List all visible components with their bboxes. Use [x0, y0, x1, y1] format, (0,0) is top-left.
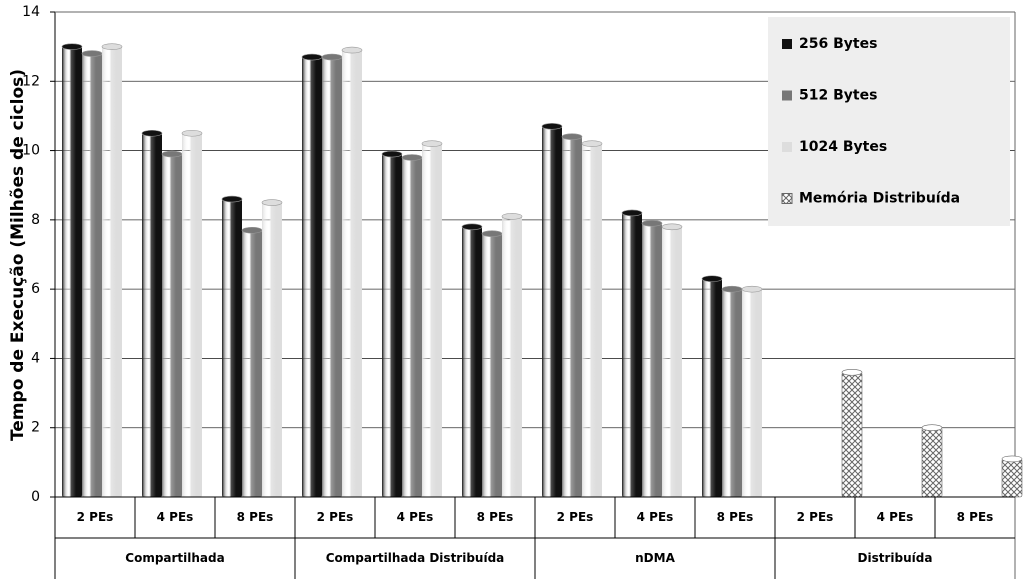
bar	[841, 371, 863, 498]
bar-cap	[381, 150, 403, 158]
x-tick-label: 2 PEs	[557, 510, 594, 524]
bar-highlight	[62, 46, 82, 498]
bar-cap	[1001, 455, 1023, 463]
bar-cap	[181, 129, 203, 137]
group-label: nDMA	[635, 551, 675, 565]
legend-swatch	[782, 39, 792, 49]
x-tick-label: 2 PEs	[317, 510, 354, 524]
bar-highlight	[182, 133, 202, 497]
bar-cap	[561, 133, 583, 141]
y-tick-label: 6	[31, 281, 40, 297]
bar-highlight	[482, 233, 502, 497]
bar-highlight	[322, 57, 342, 498]
bar-highlight	[542, 126, 562, 498]
x-tick-label: 4 PEs	[637, 510, 674, 524]
bar-highlight	[342, 50, 362, 497]
x-tick-label: 8 PEs	[957, 510, 994, 524]
x-tick-label: 8 PEs	[717, 510, 754, 524]
bar-highlight	[222, 199, 242, 498]
bar-highlight	[162, 154, 182, 498]
legend-label: Memória Distribuída	[799, 191, 960, 207]
x-tick-label: 2 PEs	[77, 510, 114, 524]
bar-cap	[161, 150, 183, 158]
bar-highlight	[82, 53, 102, 497]
bar-cap	[341, 46, 363, 54]
bar-cap	[921, 424, 943, 432]
bar-highlight	[562, 136, 582, 497]
bar-highlight	[642, 223, 662, 498]
legend-swatch	[782, 142, 792, 152]
x-tick-label: 4 PEs	[877, 510, 914, 524]
y-tick-label: 2	[31, 420, 40, 436]
bar-cap	[261, 199, 283, 206]
bar-cap	[461, 223, 483, 231]
bar-cap	[541, 123, 563, 130]
bar-highlight	[422, 143, 442, 497]
bar-cap	[421, 140, 443, 147]
bar-cap	[241, 226, 263, 234]
bar-cap	[221, 195, 243, 203]
bar-highlight	[142, 133, 162, 497]
bar-highlight	[462, 226, 482, 498]
bar-highlight	[402, 157, 422, 497]
bar-cap	[841, 368, 863, 376]
bar-highlight	[382, 154, 402, 498]
y-tick-label: 12	[22, 73, 40, 89]
y-tick-label: 14	[22, 4, 40, 20]
bar-cap	[141, 129, 163, 137]
bar-cap	[581, 140, 603, 147]
bar-cap	[621, 209, 643, 217]
y-tick-label: 4	[31, 350, 40, 366]
legend-box	[768, 17, 1010, 226]
legend-label: 512 Bytes	[799, 88, 877, 104]
bar-highlight	[622, 212, 642, 497]
bar-cap	[741, 285, 763, 293]
bar-cap	[401, 154, 423, 161]
x-tick-label: 8 PEs	[237, 510, 274, 524]
bar	[921, 427, 943, 498]
legend-swatch	[782, 90, 792, 101]
group-label: Distribuída	[858, 551, 933, 565]
bar	[1001, 458, 1023, 498]
y-tick-label: 10	[22, 143, 40, 159]
bar-cap	[321, 53, 343, 61]
x-tick-label: 2 PEs	[797, 510, 834, 524]
x-tick-label: 8 PEs	[477, 510, 514, 524]
y-axis-label: Tempo de Execução (Milhões de ciclos)	[8, 69, 28, 441]
group-label: Compartilhada	[125, 551, 224, 565]
bar-highlight	[742, 289, 762, 497]
y-tick-label: 0	[31, 489, 40, 505]
bar-cap	[481, 230, 503, 238]
y-tick-label: 8	[31, 212, 40, 228]
x-tick-label: 4 PEs	[397, 510, 434, 524]
bar-cap	[301, 53, 323, 61]
bar-highlight	[702, 278, 722, 497]
bar-cap	[701, 275, 723, 283]
bar-highlight	[662, 226, 682, 498]
bar-highlight	[242, 230, 262, 497]
legend-swatch	[781, 193, 793, 204]
legend-label: 256 Bytes	[799, 36, 877, 52]
bar-highlight	[582, 143, 602, 497]
bar-cap	[61, 43, 83, 50]
bar-cap	[81, 50, 103, 57]
bar-highlight	[722, 289, 742, 497]
bar-highlight	[302, 57, 322, 498]
bar-cap	[101, 43, 123, 50]
legend-label: 1024 Bytes	[799, 139, 887, 155]
bar-highlight	[102, 46, 122, 498]
bar-cap	[721, 285, 743, 293]
x-tick-label: 4 PEs	[157, 510, 194, 524]
bar-cap	[501, 213, 523, 220]
bar-highlight	[262, 202, 282, 498]
bar-highlight	[502, 216, 522, 497]
bar-cap	[641, 220, 663, 227]
group-label: Compartilhada Distribuída	[326, 551, 505, 565]
bar-cap	[661, 223, 683, 231]
